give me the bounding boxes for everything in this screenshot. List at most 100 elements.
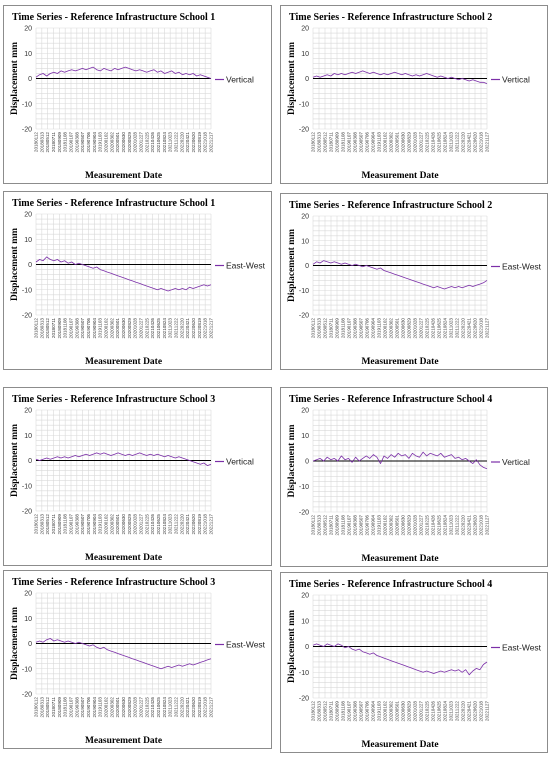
x-tick-label: 20190507 [80,318,85,339]
y-tick-label: 20 [301,26,309,33]
y-axis-label: Displacement mm [10,607,20,680]
x-tick-label: 20200829 [127,697,132,718]
x-tick-label: 20220819 [197,514,202,535]
x-tick-label: 20211023 [168,697,173,718]
chart-1-svg: Time Series - Reference Infrastructure S… [10,12,254,181]
x-tick-label: 20191103 [377,318,382,339]
y-tick-label: -10 [299,101,309,108]
x-tick-label: 20200630 [401,318,406,339]
y-tick-label: 20 [24,212,32,219]
x-tick-label: 20180313 [39,132,44,153]
y-tick-label: -20 [22,509,32,516]
x-tick-label: 20210426 [431,515,436,536]
x-tick-label: 20210625 [156,132,161,153]
x-tick-label: 20180512 [323,132,328,153]
x-tick-label: 20200630 [121,514,126,535]
series-line [35,66,212,79]
x-tick-label: 20211222 [455,318,460,339]
x-tick-label: 20190308 [74,514,79,535]
y-tick-label: 20 [301,408,309,415]
x-tick-label: 20190507 [359,318,364,339]
x-tick-label: 20201028 [133,318,138,339]
x-tick-label: 20200829 [127,132,132,153]
y-tick-label: -20 [22,313,32,320]
x-tick-label: 20210225 [144,697,149,718]
x-tick-label: 20210625 [437,132,442,153]
x-tick-label: 20211023 [449,701,454,722]
x-tick-label: 20210625 [437,318,442,339]
chart-panel-2: Time Series - Reference Infrastructure S… [280,5,548,184]
x-tick-label: 20211023 [168,318,173,339]
x-tick-label: 20210625 [156,697,161,718]
x-tick-label: 20201028 [133,514,138,535]
x-tick-label: 20180909 [57,318,62,339]
x-tick-label: 20200501 [115,318,120,339]
x-tick-label: 20180512 [45,132,50,153]
y-tick-label: -20 [22,692,32,699]
chart-3-svg: Time Series - Reference Infrastructure S… [10,198,266,367]
x-tick-label: 20200102 [383,701,388,722]
x-tick-label: 20180711 [51,132,56,153]
x-tick-label: 20220220 [179,697,184,718]
x-tick-label: 20190706 [365,701,370,722]
series-line [312,70,488,84]
x-tick-label: 20201227 [139,318,144,339]
x-tick-label: 20180112 [34,697,39,718]
x-tick-label: 20220220 [461,515,466,536]
x-tick-label: 20210225 [425,515,430,536]
x-axis-label: Measurement Date [361,357,438,367]
x-tick-label: 20190107 [347,701,352,722]
x-tick-label: 20190706 [86,514,91,535]
y-tick-label: 10 [24,51,32,58]
x-tick-label: 20210824 [162,697,167,718]
x-tick-label: 20190706 [86,697,91,718]
x-tick-label: 20201028 [413,701,418,722]
x-tick-label: 20200302 [109,132,114,153]
x-tick-label: 20210625 [156,318,161,339]
x-tick-label: 20210426 [431,318,436,339]
x-tick-label: 20211222 [455,132,460,153]
y-tick-label: 0 [28,76,32,83]
x-tick-label: 20211023 [168,514,173,535]
x-tick-label: 20220819 [197,697,202,718]
x-tick-label: 20200501 [115,514,120,535]
x-tick-label: 20190107 [347,318,352,339]
x-tick-label: 20210426 [150,514,155,535]
x-tick-label: 20190507 [80,514,85,535]
x-tick-label: 20210625 [437,515,442,536]
y-tick-label: 20 [24,26,32,33]
x-tick-label: 20210824 [443,318,448,339]
x-tick-label: 20180512 [45,697,50,718]
x-tick-label: 20221018 [479,515,484,536]
x-tick-label: 20200630 [121,318,126,339]
x-axis-label: Measurement Date [85,357,162,367]
x-tick-label: 20210625 [156,514,161,535]
x-tick-label: 20220620 [473,515,478,536]
y-axis-label: Displacement mm [10,424,20,497]
x-tick-label: 20211023 [168,132,173,153]
x-tick-label: 20221127 [485,132,490,153]
y-tick-label: -10 [22,101,32,108]
y-tick-label: -20 [299,313,309,320]
chart-panel-5: Time Series - Reference Infrastructure S… [3,387,272,566]
x-tick-label: 20220620 [191,697,196,718]
series-line [312,451,488,470]
chart-6-svg: Time Series - Reference Infrastructure S… [287,394,530,564]
x-tick-label: 20211222 [174,697,179,718]
x-tick-label: 20190904 [92,697,97,718]
x-tick-label: 20190904 [371,318,376,339]
y-tick-label: -10 [299,670,309,677]
x-tick-label: 20200630 [401,701,406,722]
x-tick-label: 20180512 [323,701,328,722]
x-tick-label: 20190107 [69,318,74,339]
chart-panel-7: Time Series - Reference Infrastructure S… [3,570,272,749]
y-tick-label: 10 [301,433,309,440]
x-tick-label: 20200829 [407,318,412,339]
y-tick-label: 0 [305,263,309,270]
x-tick-label: 20210625 [437,701,442,722]
x-tick-label: 20220620 [473,701,478,722]
y-tick-label: 0 [28,262,32,269]
y-tick-label: -10 [22,483,32,490]
x-tick-label: 20211023 [449,515,454,536]
x-axis-label: Measurement Date [85,171,162,181]
